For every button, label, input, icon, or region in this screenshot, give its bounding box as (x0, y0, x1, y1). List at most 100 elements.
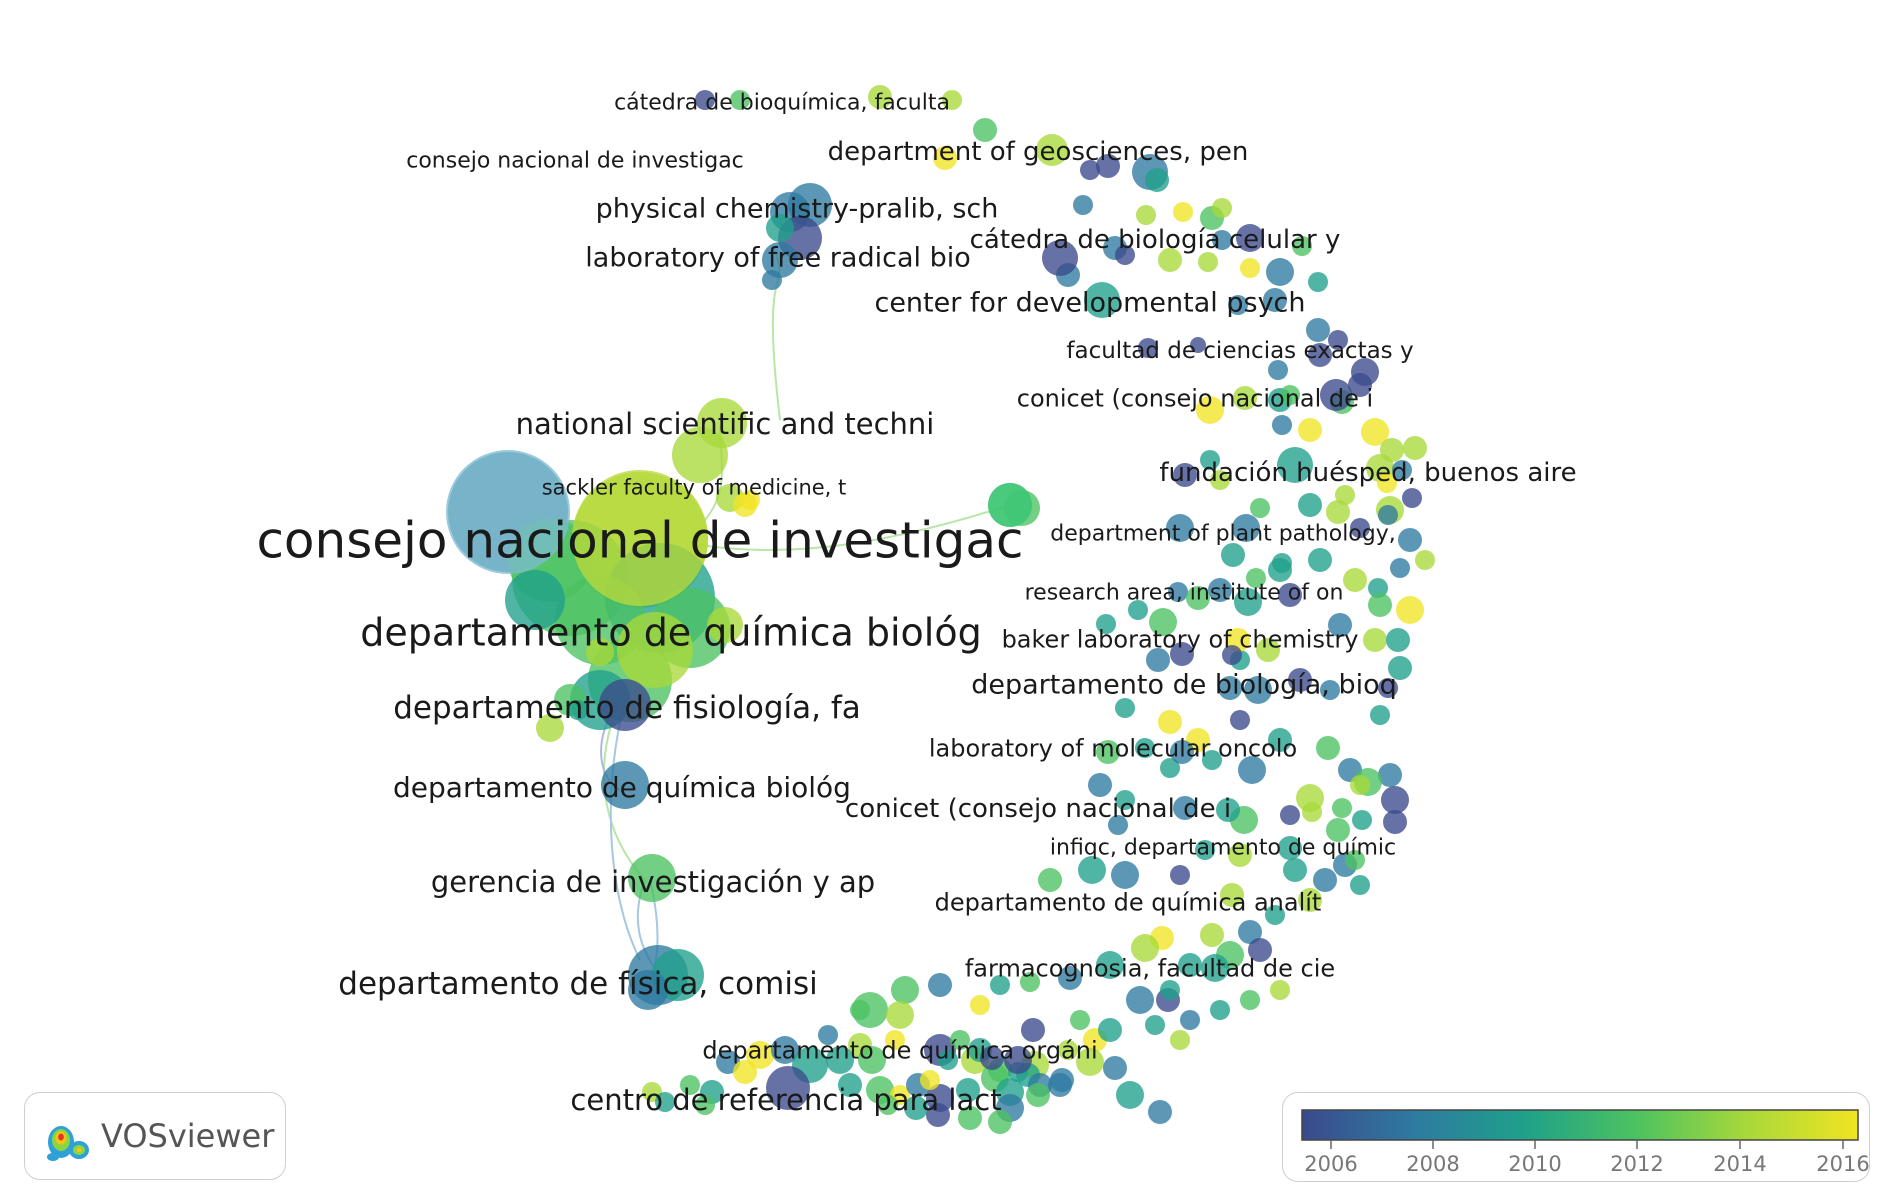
network-node[interactable] (1026, 1083, 1050, 1107)
network-node[interactable] (1352, 810, 1372, 830)
network-node[interactable] (1073, 195, 1093, 215)
network-node[interactable] (740, 490, 760, 510)
network-node[interactable] (1232, 514, 1260, 542)
network-node[interactable] (988, 483, 1032, 527)
network-node[interactable] (1228, 295, 1248, 315)
network-node[interactable] (1363, 628, 1387, 652)
network-node[interactable] (730, 90, 750, 110)
node-label[interactable]: baker laboratory of chemistry (1002, 625, 1359, 653)
network-node[interactable] (1350, 518, 1370, 538)
network-node[interactable] (1320, 680, 1340, 700)
network-node[interactable] (1386, 628, 1410, 652)
network-node[interactable] (1128, 600, 1148, 620)
network-node[interactable] (1170, 1030, 1190, 1050)
network-node[interactable] (697, 398, 747, 448)
node-label[interactable]: departamento de química biológ (393, 771, 851, 804)
node-label[interactable]: consejo nacional de investigac (256, 512, 1023, 570)
node-label[interactable]: center for developmental psych (874, 287, 1305, 318)
network-node[interactable] (838, 1073, 862, 1097)
network-node[interactable] (1160, 758, 1180, 778)
network-node[interactable] (655, 1092, 675, 1112)
network-node[interactable] (1277, 447, 1313, 483)
node-label[interactable]: conicet (consejo nacional de i (1017, 384, 1373, 412)
node-label[interactable]: consejo nacional de investigac (406, 149, 744, 174)
network-node[interactable] (1212, 230, 1232, 250)
network-node[interactable] (1216, 798, 1240, 822)
network-node[interactable] (1196, 396, 1224, 424)
network-node[interactable] (1076, 1048, 1104, 1076)
network-node[interactable] (1332, 798, 1352, 818)
network-node[interactable] (990, 975, 1010, 995)
network-node[interactable] (1244, 676, 1272, 704)
network-node[interactable] (762, 242, 798, 278)
network-node[interactable] (858, 1046, 886, 1074)
network-node[interactable] (1116, 1081, 1144, 1109)
network-node[interactable] (1306, 318, 1330, 342)
node-label[interactable]: infiqc, departamento de químic (1050, 836, 1396, 861)
network-node[interactable] (1250, 498, 1270, 518)
network-node[interactable] (885, 1030, 905, 1050)
node-label[interactable]: research area, institute of on (1025, 581, 1344, 606)
network-node[interactable] (1200, 450, 1220, 470)
network-node[interactable] (1221, 543, 1245, 567)
node-label[interactable]: laboratory of free radical bio (585, 242, 970, 273)
network-node[interactable] (1328, 330, 1348, 350)
network-node[interactable] (695, 1095, 715, 1115)
network-node[interactable] (970, 995, 990, 1015)
network-node[interactable] (938, 1050, 958, 1070)
network-node[interactable] (762, 270, 782, 290)
network-node[interactable] (1198, 252, 1218, 272)
network-node[interactable] (1212, 198, 1232, 218)
network-node[interactable] (1170, 642, 1194, 666)
network-node[interactable] (1111, 861, 1139, 889)
network-node[interactable] (973, 118, 997, 142)
node-label[interactable]: conicet (consejo nacional de i (845, 794, 1231, 824)
network-node[interactable] (1145, 168, 1169, 192)
network-node[interactable] (1328, 613, 1352, 637)
network-node[interactable] (599, 679, 651, 731)
network-node[interactable] (568, 700, 588, 720)
network-node[interactable] (601, 761, 649, 809)
network-node[interactable] (1326, 500, 1350, 524)
network-node[interactable] (766, 214, 794, 242)
node-label[interactable]: gerencia de investigación y ap (431, 865, 875, 899)
network-node[interactable] (1298, 418, 1322, 442)
network-node[interactable] (1238, 756, 1266, 784)
network-node[interactable] (868, 85, 892, 109)
node-label[interactable]: departamento de química orgáni (702, 1036, 1097, 1064)
network-node[interactable] (904, 1096, 928, 1120)
network-node[interactable] (1368, 578, 1388, 598)
network-node[interactable] (1195, 840, 1215, 860)
network-node[interactable] (1256, 638, 1280, 662)
network-node[interactable] (1361, 418, 1389, 446)
network-node[interactable] (1170, 740, 1194, 764)
network-node[interactable] (1222, 645, 1242, 665)
node-label[interactable]: laboratory of molecular oncolo (929, 734, 1297, 762)
network-node[interactable] (1220, 883, 1244, 907)
network-node[interactable] (1268, 360, 1288, 380)
network-node[interactable] (1115, 245, 1135, 265)
network-node[interactable] (1149, 608, 1177, 636)
network-node[interactable] (1302, 802, 1322, 822)
network-node[interactable] (1378, 678, 1398, 698)
network-node[interactable] (1248, 938, 1272, 962)
network-node[interactable] (1392, 460, 1412, 480)
network-node[interactable] (771, 1036, 799, 1064)
network-node[interactable] (1135, 738, 1155, 758)
network-node[interactable] (1170, 865, 1190, 885)
network-node[interactable] (1238, 920, 1262, 944)
network-node[interactable] (536, 714, 564, 742)
network-node[interactable] (446, 450, 570, 574)
network-node[interactable] (505, 570, 565, 630)
network-node[interactable] (1200, 923, 1224, 947)
network-node[interactable] (1042, 240, 1078, 276)
network-node[interactable] (1004, 1046, 1032, 1074)
network-node[interactable] (1096, 951, 1124, 979)
network-node[interactable] (1326, 818, 1350, 842)
network-node[interactable] (1158, 710, 1182, 734)
node-label[interactable]: departamento de biología, bioq (971, 669, 1397, 700)
network-node[interactable] (1173, 463, 1197, 487)
network-node[interactable] (920, 1070, 940, 1090)
network-node[interactable] (1335, 485, 1355, 505)
